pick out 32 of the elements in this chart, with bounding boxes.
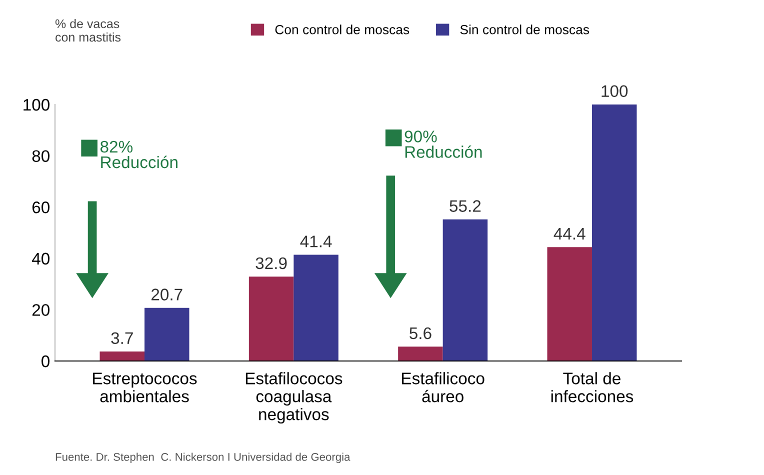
y-tick-label: 40 xyxy=(32,252,50,265)
y-tick-label: 60 xyxy=(32,202,50,214)
legend-label: Con control de moscas xyxy=(275,24,410,34)
annotation: 90% Reducción xyxy=(404,130,482,158)
source-note: Fuente. Dr. Stephen C. Nickerson I Universidad de Georgia xyxy=(56,452,350,464)
data-label: 20.7 xyxy=(152,288,182,300)
annotation: 82% Reducción xyxy=(100,140,178,168)
y-axis-title: % de vacas con mastitis xyxy=(55,19,121,42)
y-tick-label: 100 xyxy=(24,98,50,111)
y-tick-label: 20 xyxy=(32,304,50,316)
data-label: 44.4 xyxy=(554,228,586,240)
x-tick-label: Estreptococos ambientales xyxy=(93,372,197,402)
bar xyxy=(144,308,190,361)
data-label: 100 xyxy=(602,85,628,98)
bar xyxy=(398,346,443,361)
bar xyxy=(100,352,145,361)
bar xyxy=(547,247,592,361)
data-label: 55.2 xyxy=(450,200,481,212)
y-tick-label: 0 xyxy=(42,355,50,368)
y-tick-label: 80 xyxy=(32,150,50,162)
data-label: 41.4 xyxy=(300,236,332,248)
bar xyxy=(442,219,488,361)
legend-label: Sin control de moscas xyxy=(460,24,590,34)
data-label: 3.7 xyxy=(111,332,133,344)
x-tick-label: Estafilococos coagulasa negativos xyxy=(246,372,342,424)
x-tick-label: Estafilicoco áureo xyxy=(402,372,484,402)
x-tick-label: Total de infecciones xyxy=(551,372,634,402)
bar xyxy=(592,104,637,361)
data-label: 32.9 xyxy=(256,257,287,270)
bar xyxy=(294,254,338,361)
data-label: 5.6 xyxy=(410,327,432,340)
bar xyxy=(248,276,294,361)
